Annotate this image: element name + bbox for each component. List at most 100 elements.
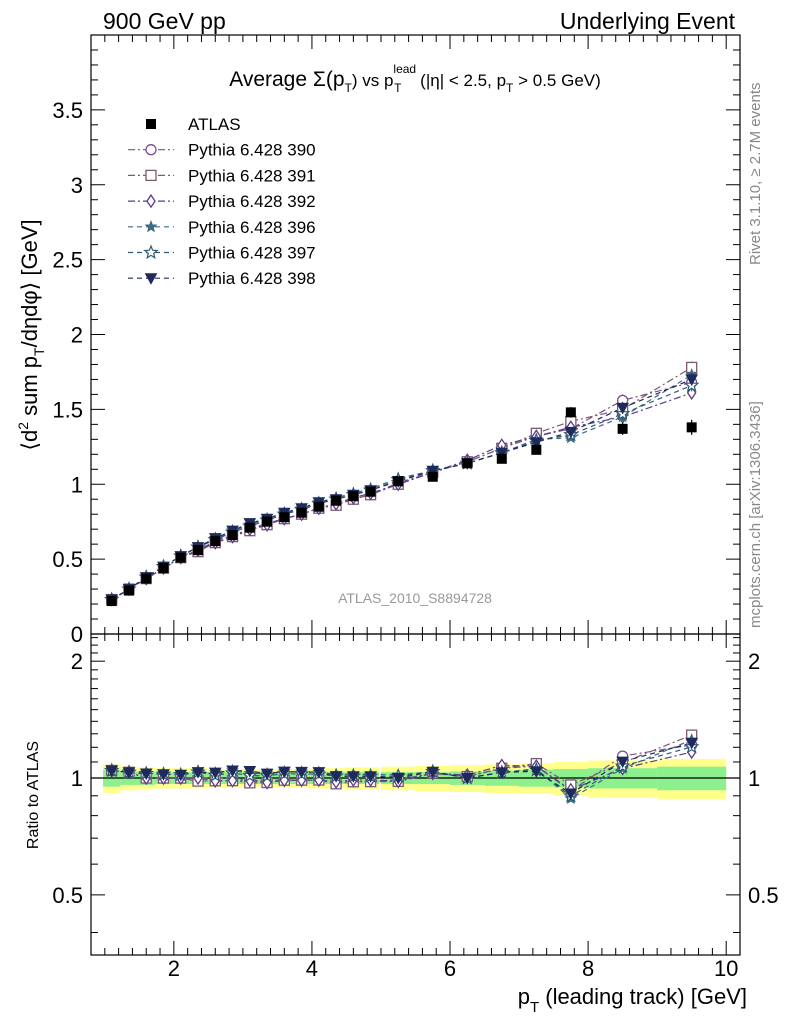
y-tick-label: 3 (71, 173, 83, 198)
ratio-series-marker (329, 771, 343, 783)
data-point (106, 596, 117, 607)
ratio-series-marker (122, 767, 136, 779)
ratio-series-marker (529, 766, 543, 778)
y-tick-label: 2 (71, 323, 83, 348)
legend-label: Pythia 6.428 391 (188, 166, 316, 185)
ratio-series-marker (105, 765, 119, 778)
ratio-series-marker (426, 766, 440, 779)
legend-label: Pythia 6.428 392 (188, 192, 316, 211)
series-marker (529, 437, 543, 449)
series-marker (685, 374, 699, 386)
process-label: Underlying Event (560, 8, 736, 34)
ratio-series-marker (312, 767, 326, 779)
series-line (111, 384, 692, 601)
data-point (313, 501, 324, 512)
legend-marker (146, 193, 156, 209)
legend-marker (144, 219, 158, 233)
ratio-tick-label: 1 (71, 766, 83, 791)
y-tick-label: 0.5 (52, 547, 83, 572)
ratio-series-marker (277, 766, 291, 779)
legend-label: Pythia 6.428 397 (188, 244, 316, 263)
y-axis-label: ⟨d2 sum pT/dηdφ⟩ [GeV] (15, 219, 47, 450)
data-point (365, 486, 376, 497)
data-point (496, 453, 507, 464)
x-tick-label: 8 (582, 956, 594, 981)
ratio-series-marker (495, 767, 509, 779)
y-tick-label: 3.5 (52, 98, 83, 123)
ratio-tick-label: 0.5 (52, 883, 83, 908)
ratio-tick-label-right: 0.5 (748, 883, 779, 908)
ratio-series-marker (260, 768, 274, 781)
y-tick-label: 2.5 (52, 248, 83, 273)
data-point (348, 491, 359, 502)
x-tick-label: 4 (306, 956, 318, 981)
data-point (531, 444, 542, 455)
data-point (393, 476, 404, 487)
data-point (227, 530, 238, 541)
ratio-panel: 2 4 6 8 10 0.5 0.5 1 1 2 2 (52, 633, 779, 981)
x-tick-label: 10 (714, 956, 738, 981)
series-marker (564, 426, 578, 439)
rivet-version-label: Rivet 3.1.10, ≥ 2.7M events (747, 83, 764, 266)
legend-label: Pythia 6.428 396 (188, 218, 316, 237)
legend-label-data: ATLAS (188, 115, 241, 134)
ratio-series-marker (226, 765, 239, 778)
legend-marker (143, 244, 159, 260)
series-line (111, 381, 692, 601)
legend: ATLAS Pythia 6.428 390 Pythia 6.428 391 Pyt… (128, 115, 316, 288)
series-marker (495, 447, 509, 460)
data-point (158, 563, 169, 574)
ratio-series-marker (139, 768, 153, 781)
series-marker (426, 465, 440, 478)
series-marker (616, 402, 629, 415)
legend-label: Pythia 6.428 398 (188, 269, 316, 288)
legend-marker (145, 144, 157, 156)
ratio-tick-label-right: 2 (748, 649, 760, 674)
data-point (296, 507, 307, 518)
ratio-series-marker (191, 767, 205, 779)
data-point (175, 552, 186, 563)
legend-marker-data (146, 119, 156, 129)
ratio-series-marker (391, 773, 405, 785)
series-line (111, 392, 692, 601)
data-point (279, 512, 290, 523)
data-point (331, 495, 342, 506)
ratio-series-marker (347, 771, 360, 783)
plot-title: Average Σ(pT) vs plead T (|η| < 2.5, pT >… (229, 62, 601, 95)
ratio-series-marker (157, 769, 170, 781)
data-point (427, 471, 438, 482)
ratio-series-marker (564, 788, 578, 801)
ratio-tick-label: 2 (71, 649, 83, 674)
main-panel: 0 0.5 1 1.5 2 2.5 3 3.5 (52, 34, 741, 955)
data-point (617, 423, 628, 434)
data-point (565, 407, 576, 418)
data-point (462, 458, 473, 469)
ratio-series-marker (295, 766, 308, 779)
legend-marker (145, 169, 157, 182)
data-point (141, 573, 152, 584)
mcplots-label: mcplots.cern.ch [arXiv:1306.3436] (747, 401, 764, 628)
ratio-series-line (111, 751, 692, 791)
ratio-tick-label-right: 1 (748, 766, 760, 791)
data-point (262, 516, 273, 527)
ratio-series-marker (364, 771, 377, 783)
data-point (244, 522, 255, 533)
y-tick-label: 0 (71, 622, 83, 647)
legend-marker (144, 273, 158, 285)
ratio-series-marker (460, 773, 474, 785)
ratio-series-marker (208, 767, 222, 780)
analysis-watermark: ATLAS_2010_S8894728 (338, 590, 492, 606)
x-tick-label: 6 (444, 956, 456, 981)
x-axis-label: pT (leading track) [GeV] (518, 984, 747, 1016)
data-point (193, 545, 204, 556)
y-tick-label: 1 (71, 472, 83, 497)
ratio-series-marker (685, 737, 699, 750)
x-tick-label: 2 (168, 956, 180, 981)
data-point (210, 536, 221, 547)
ratio-frame (90, 633, 741, 956)
ratio-series-marker (616, 756, 629, 769)
ratio-series-marker (174, 769, 188, 782)
data-point (686, 422, 697, 433)
ratio-y-axis-label: Ratio to ATLAS (25, 741, 42, 849)
